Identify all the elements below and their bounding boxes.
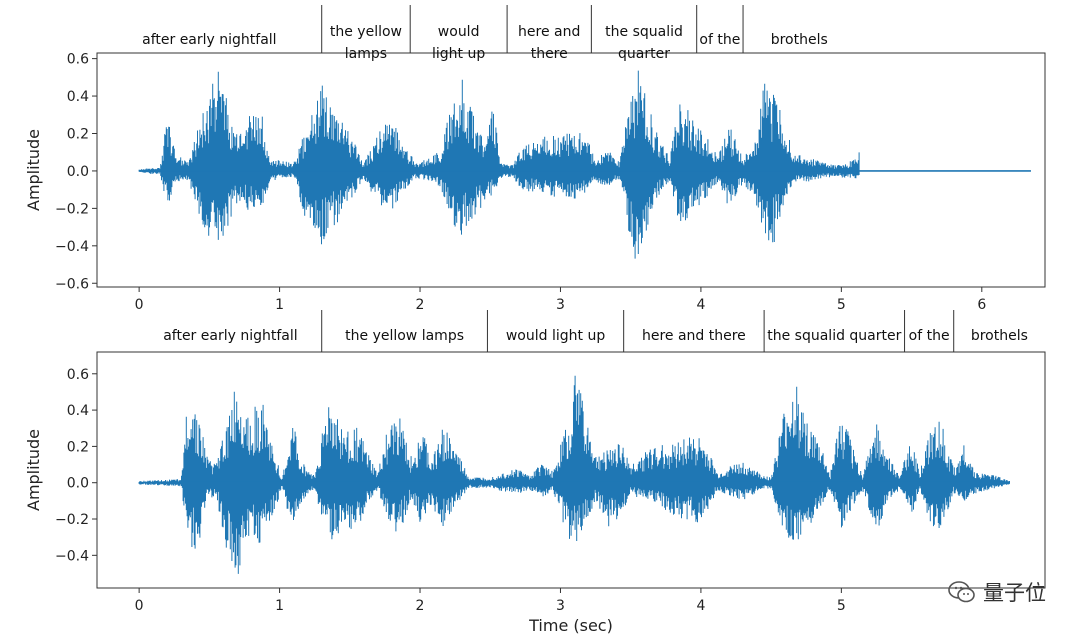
x-axis-label: Time (sec)	[528, 616, 613, 635]
y-tick-label: −0.2	[55, 201, 89, 217]
y-tick-label: −0.4	[55, 548, 89, 564]
x-tick-label: 1	[275, 598, 284, 614]
x-tick-label: 2	[416, 598, 425, 614]
x-tick-label: 3	[556, 598, 565, 614]
x-tick-label: 5	[837, 297, 846, 313]
segment-label: the squalid	[605, 24, 683, 40]
waveform-series	[138, 375, 1010, 574]
x-tick-label: 1	[275, 297, 284, 313]
x-tick-label: 0	[135, 297, 144, 313]
segment-label: the squalid quarter	[767, 328, 901, 344]
y-tick-label: 0.2	[67, 439, 89, 455]
segment-label: of the	[699, 32, 740, 48]
segment-label: of the	[909, 328, 950, 344]
segment-label: here and	[518, 24, 580, 40]
segment-label: brothels	[771, 32, 828, 48]
segment-label: there	[531, 46, 568, 62]
wechat-icon	[948, 581, 975, 603]
x-tick-label: 0	[135, 598, 144, 614]
segment-label: the yellow lamps	[345, 328, 464, 344]
bottom-waveform-chart: −0.4 −0.2 0.0 0.2 0.4 0.6 0 1 2 3 4 5 Amplitude Time …	[24, 310, 1046, 635]
y-tick-label: 0.4	[67, 89, 89, 105]
segment-label: lamps	[345, 46, 387, 62]
segment-label: after early nightfall	[142, 32, 276, 48]
segment-label: would	[438, 24, 480, 40]
x-tick-label: 4	[696, 598, 705, 614]
y-tick-label: 0.0	[67, 164, 89, 180]
y-tick-label: −0.4	[55, 239, 89, 255]
plot-frame	[96, 351, 1046, 589]
x-tick-label: 4	[696, 297, 705, 313]
x-tick-label: 3	[556, 297, 565, 313]
y-tick-label: 0.6	[67, 52, 89, 68]
y-tick-label: −0.2	[55, 512, 89, 528]
y-tick-label: 0.2	[67, 126, 89, 142]
y-axis-label: Amplitude	[24, 429, 43, 511]
segment-label: the yellow	[330, 24, 402, 40]
top-waveform-chart: −0.6 −0.4 −0.2 0.0 0.2 0.4 0.6 0 1 2 3 4 5 6 Amplitude…	[24, 5, 1046, 313]
segment-label: brothels	[971, 328, 1028, 344]
watermark-text: 量子位	[983, 581, 1046, 605]
x-tick-label: 6	[977, 297, 986, 313]
y-axis-label: Amplitude	[24, 129, 43, 211]
y-tick-label: 0.0	[67, 476, 89, 492]
segment-label: here and there	[642, 328, 746, 344]
x-tick-label: 2	[416, 297, 425, 313]
y-tick-label: 0.4	[67, 403, 89, 419]
segment-label: light up	[432, 46, 485, 62]
x-tick-label: 5	[837, 598, 846, 614]
segment-label: after early nightfall	[163, 328, 297, 344]
waveform-series	[138, 70, 860, 259]
watermark: 量子位	[947, 577, 1046, 607]
plot-frame	[96, 52, 1046, 288]
segment-label: would light up	[506, 328, 605, 344]
y-tick-label: −0.6	[55, 276, 89, 292]
y-tick-label: 0.6	[67, 367, 89, 383]
segment-label: quarter	[618, 46, 670, 62]
